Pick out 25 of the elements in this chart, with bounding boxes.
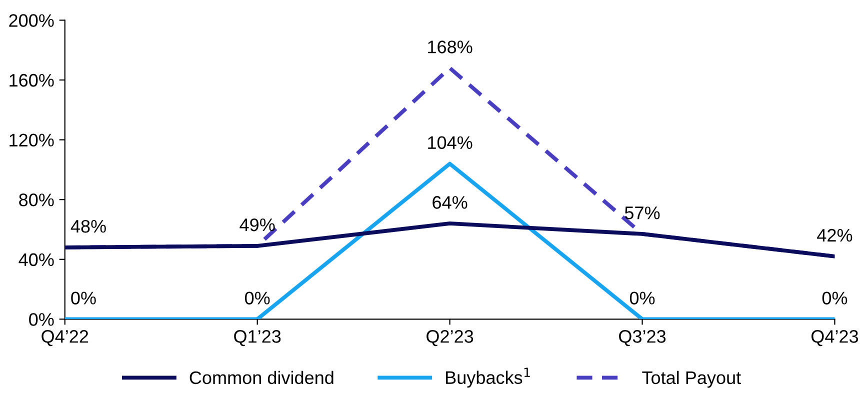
y-tick-label: 0% — [29, 313, 54, 326]
y-tick-label: 120% — [10, 134, 54, 147]
legend-label: Total Payout — [642, 370, 741, 388]
x-tick-label: Q3’23 — [619, 330, 666, 346]
y-tick-label: 200% — [9, 14, 54, 27]
data-label: 0% — [822, 292, 848, 304]
y-tick-label: 40% — [18, 253, 54, 266]
legend-label: Common dividend — [190, 370, 334, 384]
x-tick-label: Q4’22 — [42, 330, 88, 346]
data-label: 48% — [70, 220, 106, 233]
x-tick-label: Q4’23 — [811, 330, 858, 346]
data-label: 49% — [240, 218, 275, 232]
x-tick-label: Q1’23 — [234, 330, 281, 346]
data-label: 57% — [624, 206, 660, 220]
data-label: 168% — [428, 40, 472, 54]
y-tick-label: 80% — [19, 194, 54, 206]
legend-label: Buybacks$^{1}$ — [446, 368, 530, 388]
y-tick-label: 160% — [10, 74, 54, 87]
data-label: 42% — [817, 228, 852, 242]
data-label: 64% — [432, 196, 468, 209]
data-label: 0% — [71, 292, 96, 304]
x-tick-label: Q2’23 — [426, 330, 474, 346]
data-label: 0% — [630, 292, 655, 304]
data-label: 104% — [428, 136, 472, 150]
data-label: 0% — [244, 292, 270, 304]
